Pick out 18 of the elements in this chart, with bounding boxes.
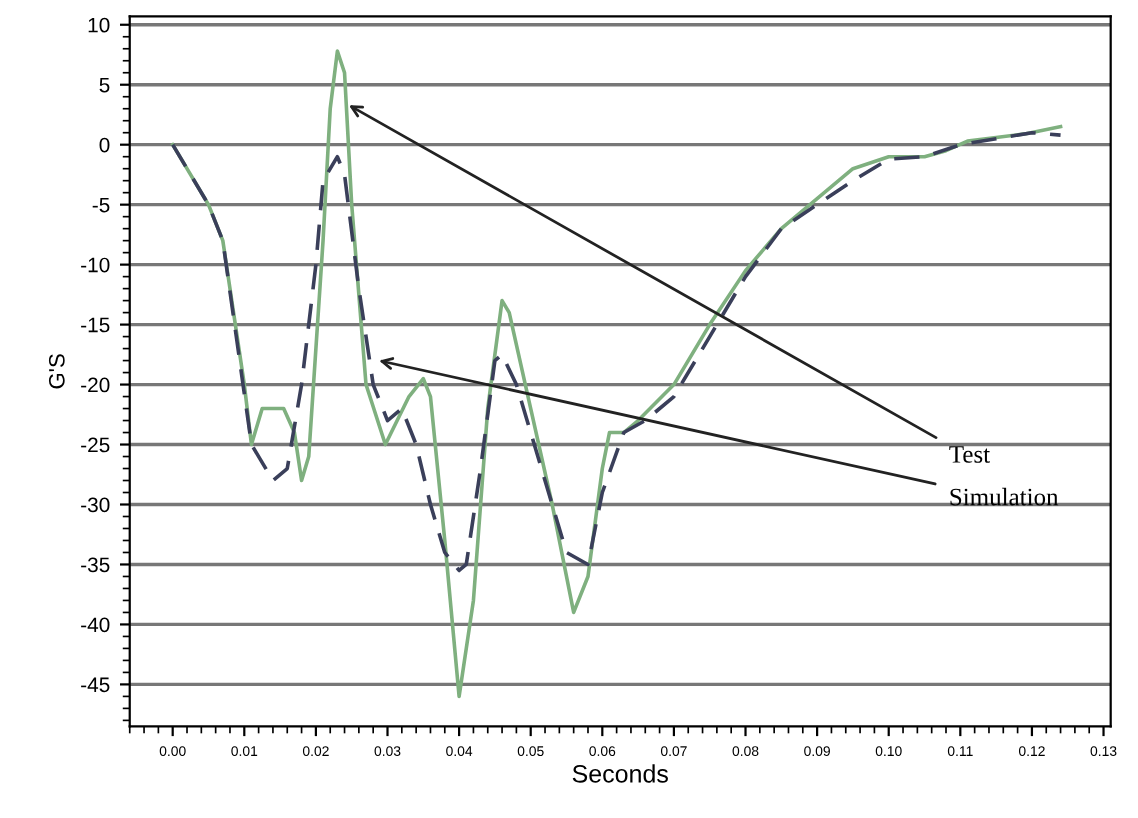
y-tick-label: -30 [81,497,110,513]
y-tick-label: -40 [81,617,110,633]
annotation: Test [949,446,990,463]
y-tick-label: 10 [88,17,110,33]
y-tick-label: 5 [99,77,110,93]
y-tick-label: -45 [81,677,110,693]
line-series [170,49,1063,699]
x-axis-title: Seconds [572,764,668,783]
y-tick-label: -15 [81,317,110,333]
annotation: Simulation [950,487,1059,506]
y-tick-label: 0 [99,137,110,153]
y-tick-label: -25 [81,437,110,453]
y-axis-title: G'S [48,354,65,389]
line-series [170,130,1063,573]
y-tick-label: -20 [81,377,110,393]
y-tick-label: -10 [81,257,110,273]
y-tick-label: -35 [81,557,110,573]
y-tick-label: -5 [92,197,110,213]
